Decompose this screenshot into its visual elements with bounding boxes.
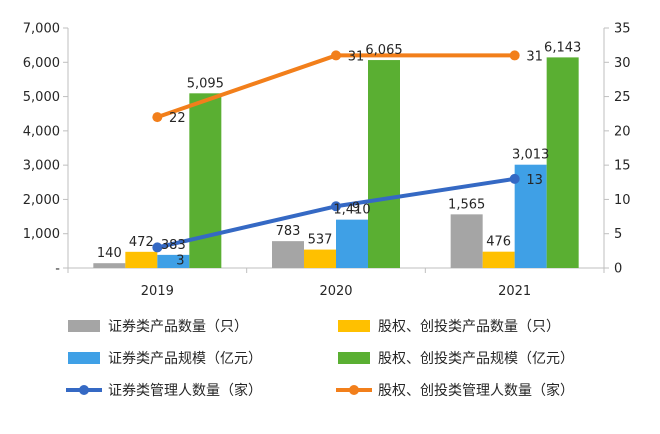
y-right-tick-label: 30 [614, 56, 631, 71]
bar-data-label: 537 [308, 233, 333, 248]
legend-marker [349, 385, 359, 395]
line-data-label: 31 [526, 49, 543, 64]
y-right-tick-label: 25 [614, 90, 631, 105]
bar [368, 60, 400, 268]
legend-label: 股权、创投类产品数量（只） [378, 319, 560, 335]
y-right-tick-label: 0 [614, 262, 622, 277]
bar-data-label: 476 [486, 235, 511, 250]
line-point [509, 50, 520, 61]
y-right-tick-label: 15 [614, 159, 631, 174]
y-right-tick-label: 35 [614, 22, 631, 37]
y-left-tick-label: - [55, 262, 60, 277]
legend-swatch [68, 352, 100, 364]
bar-data-label: 5,095 [187, 76, 224, 91]
bar [272, 241, 304, 268]
bar-data-label: 6,065 [365, 43, 402, 58]
line-data-label: 22 [169, 111, 186, 126]
line-point [331, 201, 341, 212]
x-tick-label: 2019 [141, 284, 174, 299]
legend-swatch [338, 320, 370, 332]
x-tick-label: 2021 [498, 284, 531, 299]
line-point [152, 112, 163, 123]
y-left-tick-label: 2,000 [23, 193, 60, 208]
legend-swatch [338, 352, 370, 364]
bar-data-label: 1,565 [448, 197, 485, 212]
y-left-tick-label: 6,000 [23, 56, 60, 71]
bar [482, 251, 515, 268]
line-point [509, 173, 520, 184]
legend-label: 股权、创投类管理人数量（家） [378, 382, 574, 399]
bar [514, 164, 547, 268]
y-left-tick-label: 3,000 [23, 159, 60, 174]
bar [93, 263, 126, 268]
bar-data-label: 1,410 [333, 203, 370, 218]
line-data-label: 13 [526, 173, 543, 188]
bar-data-label: 3,013 [512, 148, 549, 163]
bar-data-label: 383 [161, 238, 186, 253]
y-right-tick-label: 20 [614, 124, 631, 139]
legend-label: 证券类产品规模（亿元） [108, 351, 262, 367]
legend-label: 股权、创投类产品规模（亿元） [378, 351, 574, 367]
legend-label: 证券类管理人数量（家） [108, 382, 262, 399]
bar [157, 254, 190, 268]
bar [304, 249, 336, 268]
bar-data-label: 472 [129, 235, 154, 250]
bar [189, 93, 222, 268]
y-left-tick-label: 1,000 [23, 227, 60, 242]
data-labels: 140 783 1,565 472 537 476 383 1,410 3,013 5,095 6,… [97, 40, 581, 268]
bars [93, 57, 579, 268]
line-data-label: 3 [176, 253, 184, 268]
bar-data-label: 783 [276, 224, 301, 239]
axes: - 1,000 2,000 3,000 4,000 5,000 6,000 7,000 0 5 10… [23, 22, 631, 300]
legend: 证券类产品数量（只） 股权、创投类产品数量（只） 证券类产品规模（亿元） 股权、创投类… [66, 319, 574, 399]
y-left-tick-label: 5,000 [23, 90, 60, 105]
bar [125, 251, 158, 268]
bar [450, 214, 483, 268]
bar-data-label: 6,143 [544, 40, 581, 55]
legend-label: 证券类产品数量（只） [108, 319, 248, 335]
line-data-label: 31 [348, 49, 365, 64]
line-data-label: 9 [352, 200, 360, 215]
legend-swatch [68, 320, 100, 332]
lines [152, 50, 520, 253]
y-left-tick-label: 7,000 [23, 22, 60, 37]
line-point [331, 50, 341, 61]
y-left-tick-label: 4,000 [23, 124, 60, 139]
bar-data-label: 140 [97, 246, 122, 261]
x-tick-label: 2020 [319, 284, 352, 299]
bar [336, 219, 368, 268]
bar [546, 57, 579, 268]
line-point [152, 242, 163, 253]
y-right-tick-label: 10 [614, 193, 631, 208]
legend-marker [79, 385, 89, 395]
y-right-tick-label: 5 [614, 227, 622, 242]
